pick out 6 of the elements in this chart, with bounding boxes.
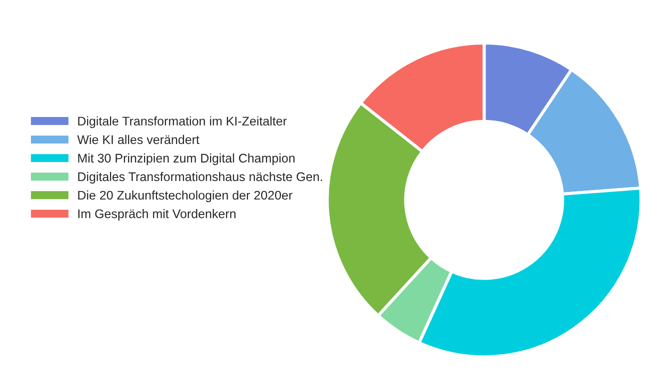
legend-label: Die 20 Zukunftstechologien der 2020er [78,190,292,202]
legend-label: Digitale Transformation im KI-Zeitalter [78,116,287,128]
legend-label: Im Gespräch mit Vordenkern [78,209,236,221]
legend-label: Wie KI alles verändert [77,134,200,144]
legend-label: Mit 30 Prinzipien zum Digital Champion [78,153,295,166]
legend-label: Digitales Transformationshaus nächste Gen. [78,172,322,184]
